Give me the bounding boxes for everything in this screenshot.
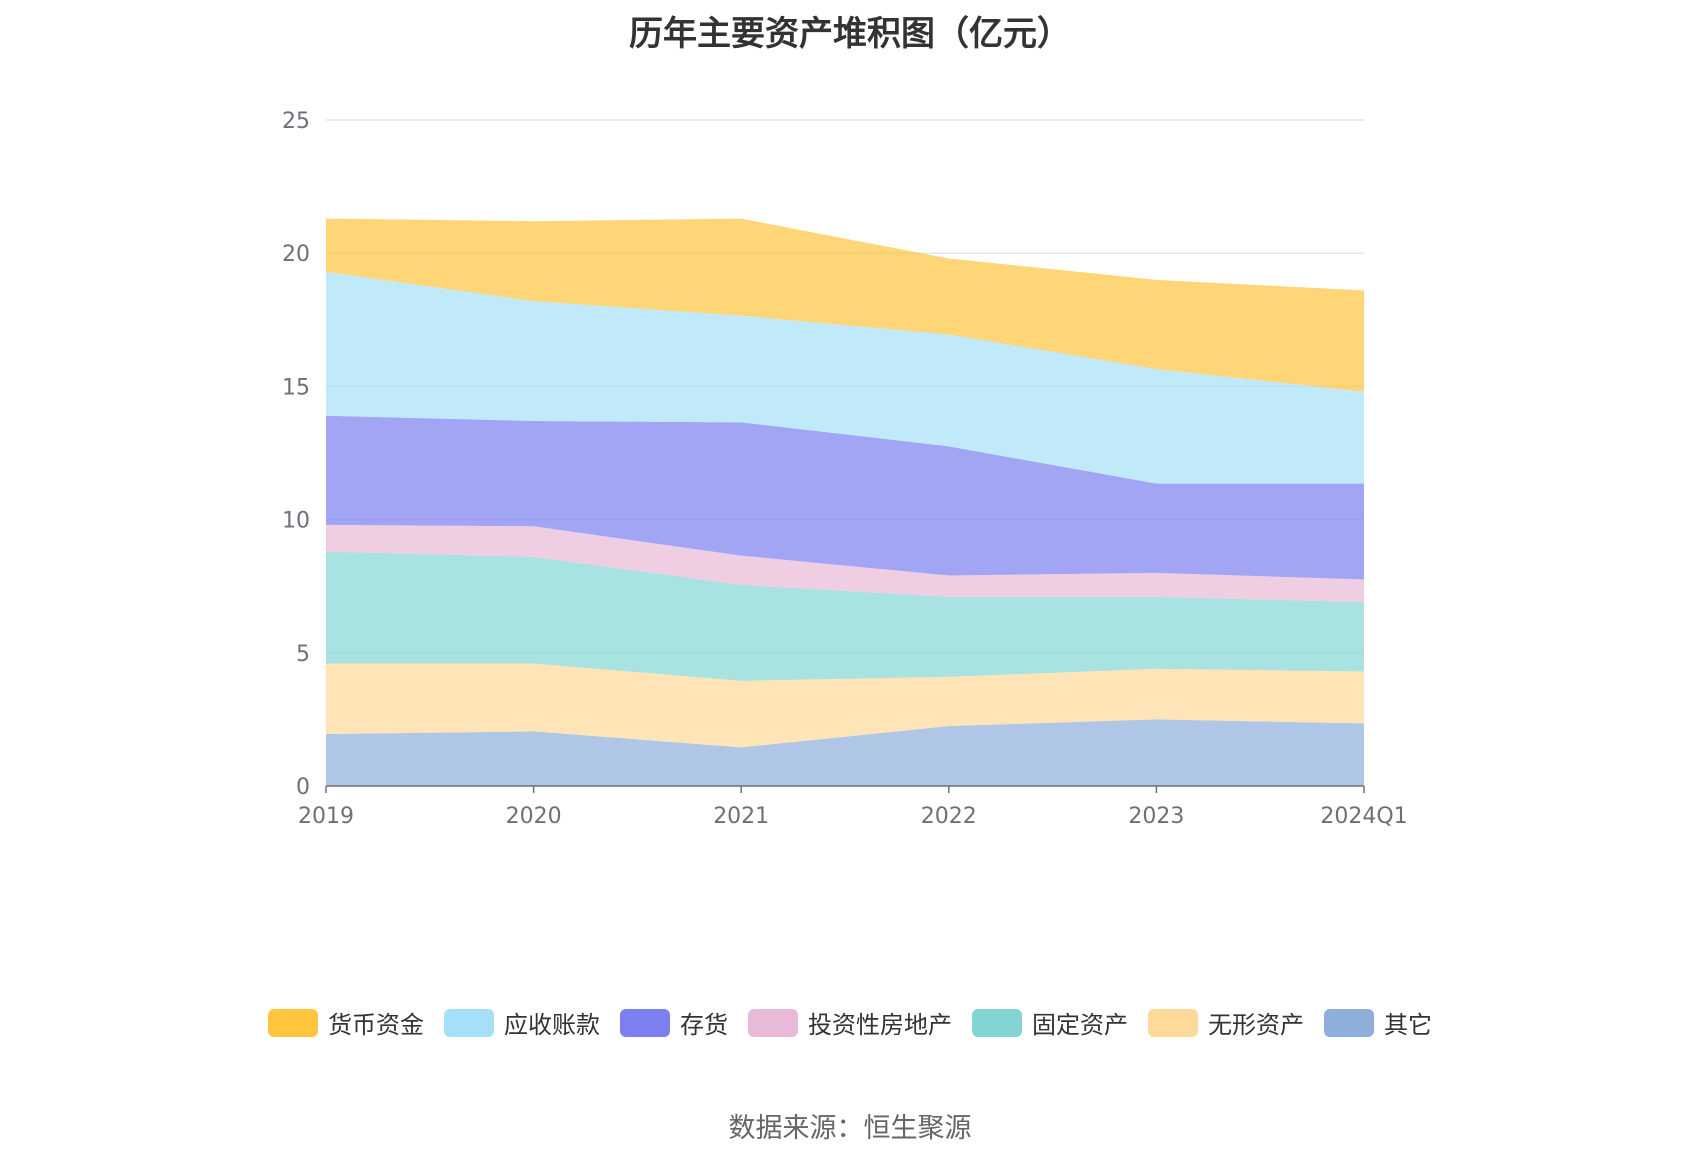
legend-swatch: [748, 1008, 798, 1037]
y-tick-label: 15: [282, 375, 310, 400]
legend-label: 无形资产: [1208, 1011, 1304, 1039]
legend-item[interactable]: 投资性房地产: [748, 1005, 952, 1040]
legend-item[interactable]: 应收账款: [444, 1005, 600, 1040]
x-axis: [325, 785, 1365, 793]
legend-item[interactable]: 存货: [620, 1005, 728, 1040]
area-应收账款: [326, 271, 1364, 484]
legend-swatch: [444, 1008, 494, 1037]
area-固定资产: [326, 551, 1364, 681]
area-存货: [326, 415, 1364, 580]
legend-label: 投资性房地产: [808, 1011, 952, 1039]
area-series: [326, 218, 1364, 786]
legend-swatch: [972, 1008, 1022, 1037]
legend-swatch: [1324, 1008, 1374, 1037]
y-tick-label: 5: [296, 642, 310, 667]
stacked-area-chart: 2019 2020 2021 2022 2023 2024Q1 0 5 10 15 20 25: [282, 109, 1408, 829]
legend-swatch: [1148, 1008, 1198, 1037]
area-货币资金: [326, 218, 1364, 392]
y-tick-label: 20: [282, 242, 310, 267]
x-tick-label: 2022: [921, 804, 977, 829]
x-tick-label: 2019: [298, 804, 354, 829]
x-tick-labels: 2019 2020 2021 2022 2023 2024Q1: [298, 804, 1408, 829]
x-tick-label: 2020: [506, 804, 562, 829]
legend-label: 存货: [680, 1011, 728, 1039]
legend: 货币资金 应收账款 存货 投资性房地产 固定资产 无形资产 其它: [0, 1005, 1700, 1040]
legend-item[interactable]: 无形资产: [1148, 1005, 1304, 1040]
y-tick-labels: 0 5 10 15 20 25: [282, 109, 310, 800]
x-tick-label: 2024Q1: [1320, 804, 1407, 829]
area-其它: [326, 719, 1364, 786]
area-投资性房地产: [326, 524, 1364, 603]
x-tick-label: 2023: [1128, 804, 1184, 829]
legend-item[interactable]: 其它: [1324, 1005, 1432, 1040]
legend-label: 应收账款: [504, 1011, 600, 1039]
legend-label: 固定资产: [1032, 1011, 1128, 1039]
y-tick-label: 25: [282, 109, 310, 134]
legend-label: 其它: [1384, 1011, 1432, 1039]
legend-item[interactable]: 固定资产: [972, 1005, 1128, 1040]
legend-label: 货币资金: [328, 1011, 424, 1039]
legend-swatch: [268, 1008, 318, 1037]
y-tick-label: 0: [296, 775, 310, 800]
data-source: 数据来源：恒生聚源: [728, 1113, 972, 1144]
area-无形资产: [326, 663, 1364, 748]
y-tick-label: 10: [282, 509, 310, 534]
legend-swatch: [620, 1008, 670, 1037]
chart-title: 历年主要资产堆积图（亿元）: [629, 14, 1071, 54]
legend-item[interactable]: 货币资金: [268, 1005, 424, 1040]
x-tick-label: 2021: [713, 804, 769, 829]
